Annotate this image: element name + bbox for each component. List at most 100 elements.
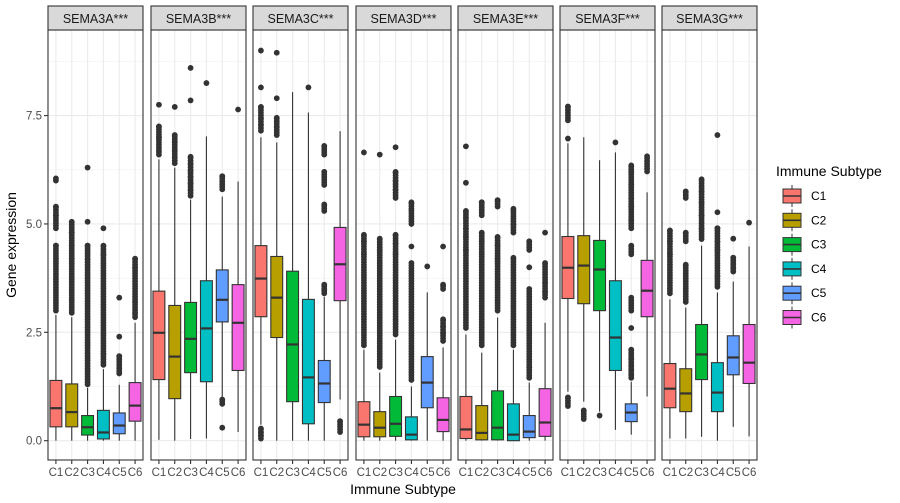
facet-strip	[252, 5, 349, 31]
outlier-point	[258, 47, 264, 54]
box-c1	[561, 103, 575, 409]
box-c4	[301, 84, 315, 441]
box-iqr	[215, 269, 229, 323]
box-c4	[710, 132, 724, 441]
box-c5	[215, 173, 229, 431]
box-iqr	[506, 403, 520, 442]
outlier-point	[100, 225, 107, 232]
outlier-point	[463, 143, 469, 150]
facet-strip-label: SEMA3E***	[473, 12, 538, 26]
outlier-point	[258, 84, 264, 91]
x-tick-label: C2	[576, 467, 591, 479]
x-tick-label: C5	[420, 467, 435, 479]
box-c4	[199, 80, 213, 439]
x-tick-label: C4	[404, 467, 419, 479]
box-c3	[184, 64, 198, 439]
outlier-point	[84, 242, 91, 249]
outlier-point	[628, 162, 635, 169]
x-tick-label: C3	[592, 467, 607, 479]
box-iqr	[357, 401, 371, 438]
panel-background	[253, 30, 348, 460]
outlier-point	[612, 139, 619, 146]
outlier-point	[628, 242, 635, 249]
legend-title: Immune Subtype	[776, 163, 882, 179]
x-tick-label: C5	[112, 467, 127, 479]
y-axis: 0.0 2.5 5.0 7.5	[26, 111, 48, 448]
facet-panel: SEMA3E*** C1 C2 C3 C4 C5 C6	[457, 5, 554, 479]
facet-strip-label: SEMA3F***	[575, 12, 640, 26]
box-iqr	[199, 280, 213, 383]
outlier-point	[116, 294, 123, 301]
outlier-point	[565, 394, 571, 401]
box-iqr	[436, 397, 450, 433]
x-tick-label: C2	[269, 467, 284, 479]
box-c3	[389, 144, 403, 441]
outlier-point	[171, 132, 178, 138]
facet-strip	[47, 5, 144, 31]
x-tick-label: C3	[694, 467, 709, 479]
facet-panel: SEMA3D*** C1 C2 C3 C4 C5 C6	[355, 5, 452, 479]
outlier-point	[321, 169, 328, 175]
outlier-point	[273, 49, 280, 56]
box-c3	[695, 176, 709, 437]
box-c1	[663, 227, 677, 439]
box-iqr	[152, 290, 166, 381]
outlier-point	[156, 101, 162, 108]
outlier-point	[580, 407, 587, 414]
box-c6	[640, 153, 654, 397]
outlier-point	[392, 169, 399, 175]
outlier-point	[53, 175, 59, 182]
box-c6	[538, 229, 552, 441]
outlier-point	[187, 64, 194, 71]
box-c4	[608, 139, 622, 430]
outlier-point	[321, 281, 328, 288]
outlier-point	[596, 412, 603, 419]
outlier-point	[526, 264, 533, 271]
x-tick-label: C3	[285, 467, 300, 479]
box-iqr	[459, 395, 473, 440]
facet-strip	[457, 5, 554, 31]
box-iqr	[128, 382, 142, 422]
box-c3	[491, 197, 505, 441]
outlier-point	[53, 203, 59, 210]
outlier-point	[698, 176, 705, 183]
outlier-point	[361, 231, 367, 238]
outlier-point	[116, 333, 123, 340]
facet-strip-label: SEMA3D***	[371, 12, 437, 26]
outlier-point	[68, 218, 75, 225]
outlier-point	[187, 153, 194, 160]
outlier-point	[337, 418, 343, 425]
legend-label: C2	[811, 213, 827, 227]
box-iqr	[522, 415, 536, 439]
outlier-point	[53, 242, 59, 249]
outlier-point	[156, 123, 162, 130]
facet-panel: SEMA3G*** C1 C2 C3 C4 C5 C6	[661, 5, 758, 479]
x-tick-label: C3	[388, 467, 403, 479]
x-tick-label: C2	[372, 467, 387, 479]
outlier-point	[730, 235, 737, 242]
x-tick-label: C4	[506, 467, 521, 479]
legend-item-c4: C4	[782, 257, 827, 280]
outlier-point	[235, 106, 241, 113]
box-iqr	[726, 335, 740, 376]
box-iqr	[742, 323, 756, 385]
legend-label: C6	[811, 311, 827, 325]
x-tick-label: C6	[742, 467, 757, 479]
outlier-point	[258, 104, 264, 110]
outlier-point	[478, 229, 485, 236]
panel-background	[560, 30, 655, 460]
x-tick-label: C4	[199, 467, 214, 479]
x-axis-title: Immune Subtype	[350, 481, 456, 497]
outlier-point	[84, 218, 91, 225]
facet-panel: SEMA3B*** C1 C2 C3 C4 C5 C6	[150, 5, 247, 479]
x-tick-label: C5	[522, 467, 537, 479]
x-tick-label: C5	[624, 467, 639, 479]
x-tick-label: C5	[726, 467, 741, 479]
x-tick-label: C1	[561, 467, 576, 479]
legend-item-c5: C5	[782, 282, 827, 305]
box-c6	[742, 219, 756, 437]
outlier-point	[440, 281, 446, 288]
outlier-point	[219, 173, 226, 180]
x-tick-label: C1	[254, 467, 269, 479]
legend-label: C1	[811, 189, 827, 203]
